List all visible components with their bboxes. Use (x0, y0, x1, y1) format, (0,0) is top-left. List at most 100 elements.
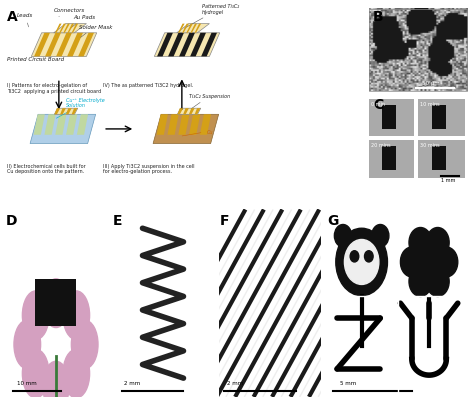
Circle shape (435, 247, 458, 277)
Polygon shape (157, 34, 173, 57)
Text: Printed Circuit Board: Printed Circuit Board (7, 56, 64, 62)
Bar (418, 100, 465, 137)
Text: 5 mm: 5 mm (340, 380, 356, 385)
Polygon shape (153, 115, 219, 144)
Polygon shape (67, 34, 83, 57)
Circle shape (350, 251, 359, 262)
Circle shape (63, 350, 90, 398)
Text: I) Patterns for electro-gelation of
Ti3C2  applying a printed circuit board: I) Patterns for electro-gelation of Ti3C… (7, 83, 101, 94)
Circle shape (63, 291, 90, 340)
Circle shape (426, 228, 449, 258)
Bar (432, 105, 446, 130)
Polygon shape (178, 115, 190, 135)
Polygon shape (195, 25, 201, 34)
Polygon shape (155, 34, 220, 57)
Polygon shape (201, 34, 217, 57)
Polygon shape (54, 25, 86, 34)
Text: III) Apply Ti3C2 suspension in the cell
for electro-gelation process.: III) Apply Ti3C2 suspension in the cell … (103, 163, 195, 174)
Polygon shape (45, 34, 61, 57)
Text: Leads: Leads (17, 13, 33, 28)
Bar (36, 279, 76, 326)
Text: G: G (327, 214, 338, 228)
Circle shape (372, 225, 389, 247)
Polygon shape (67, 25, 74, 34)
Polygon shape (55, 25, 62, 34)
Polygon shape (189, 109, 195, 115)
Polygon shape (177, 25, 210, 34)
Bar (382, 105, 396, 130)
Circle shape (22, 350, 49, 398)
Text: Solder Mask: Solder Mask (79, 25, 112, 38)
Circle shape (409, 228, 432, 258)
Polygon shape (56, 34, 72, 57)
Polygon shape (77, 115, 88, 135)
Bar (382, 147, 396, 171)
Polygon shape (186, 25, 193, 34)
Text: 50 μm: 50 μm (422, 81, 440, 86)
Polygon shape (66, 115, 77, 135)
Text: B: B (373, 10, 383, 24)
Circle shape (409, 267, 432, 297)
Text: 10 mm: 10 mm (17, 380, 37, 385)
Polygon shape (31, 34, 97, 57)
Polygon shape (34, 115, 45, 135)
Polygon shape (190, 34, 206, 57)
Text: 10 mins: 10 mins (420, 102, 440, 107)
Polygon shape (157, 115, 168, 135)
Polygon shape (59, 25, 66, 34)
Text: II) Electrochemical cells built for
Cu deposition onto the pattern.: II) Electrochemical cells built for Cu d… (7, 163, 86, 174)
Text: Patterned Ti₃C₂
Hydrogel: Patterned Ti₃C₂ Hydrogel (184, 4, 239, 29)
Text: Ti₃C₂ Suspension: Ti₃C₂ Suspension (189, 94, 230, 109)
Circle shape (345, 240, 379, 285)
Circle shape (401, 247, 423, 277)
Text: 1 mm: 1 mm (441, 178, 456, 183)
Polygon shape (189, 115, 200, 135)
Text: Cu²⁺ Electrolyte
Solution: Cu²⁺ Electrolyte Solution (56, 97, 105, 119)
Circle shape (43, 279, 69, 328)
Polygon shape (178, 25, 184, 34)
Polygon shape (177, 109, 183, 115)
Polygon shape (45, 115, 55, 135)
Polygon shape (78, 34, 94, 57)
Polygon shape (64, 25, 70, 34)
Circle shape (365, 251, 373, 262)
Polygon shape (200, 115, 211, 135)
Polygon shape (55, 109, 60, 115)
Polygon shape (168, 34, 184, 57)
Text: A: A (7, 10, 18, 24)
Circle shape (22, 291, 49, 340)
Polygon shape (195, 109, 201, 115)
Text: E: E (113, 214, 122, 228)
Polygon shape (182, 25, 189, 34)
Polygon shape (167, 115, 179, 135)
Bar (418, 141, 465, 178)
Text: Au Pads: Au Pads (71, 15, 96, 29)
Text: 30 mins: 30 mins (420, 143, 440, 148)
Polygon shape (177, 109, 201, 115)
Text: IV) The as patterned Ti3C2 hydrogel.: IV) The as patterned Ti3C2 hydrogel. (103, 83, 193, 88)
Circle shape (72, 320, 98, 369)
Circle shape (420, 251, 438, 273)
Circle shape (43, 361, 69, 405)
Polygon shape (183, 109, 189, 115)
Text: 0 min: 0 min (371, 102, 385, 107)
Text: Connectors: Connectors (54, 8, 85, 17)
Polygon shape (55, 115, 66, 135)
Circle shape (336, 229, 387, 296)
Polygon shape (66, 109, 72, 115)
Bar (432, 147, 446, 171)
Text: 2 mm: 2 mm (227, 380, 243, 385)
Polygon shape (34, 34, 50, 57)
Bar (369, 100, 414, 137)
Text: 20 mins: 20 mins (371, 143, 391, 148)
Text: F: F (220, 214, 229, 228)
Circle shape (14, 320, 41, 369)
Circle shape (334, 225, 352, 247)
Text: 2 mm: 2 mm (124, 380, 140, 385)
Polygon shape (55, 109, 78, 115)
Text: D: D (6, 214, 17, 228)
Text: Cu: Cu (182, 129, 213, 136)
Text: C: C (373, 98, 383, 112)
Circle shape (426, 267, 449, 297)
Polygon shape (191, 25, 197, 34)
